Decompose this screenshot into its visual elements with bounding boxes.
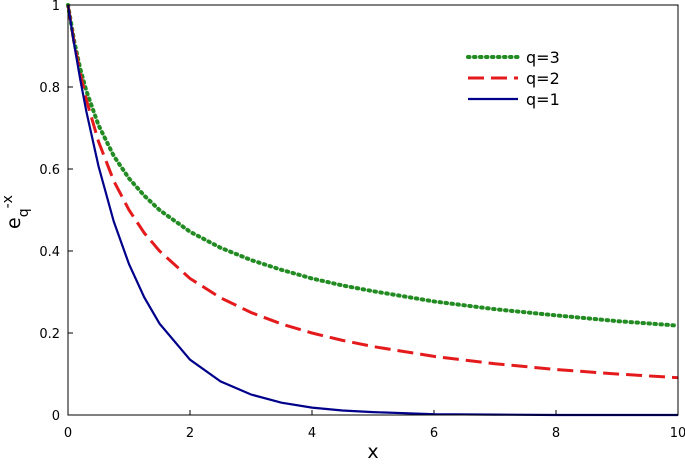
x-tick-label: 6 xyxy=(430,426,438,441)
legend-label: q=1 xyxy=(526,90,560,109)
x-axis-label: x xyxy=(367,441,378,463)
y-tick-label: 0.6 xyxy=(39,163,60,178)
y-label-base: e xyxy=(3,217,25,229)
y-label-subscript: q xyxy=(16,208,32,217)
y-label-superscript: -x xyxy=(0,195,16,208)
series-line xyxy=(66,4,678,417)
legend-label: q=3 xyxy=(526,48,560,67)
x-tick-label: 8 xyxy=(552,426,560,441)
y-tick-label: 0.4 xyxy=(39,245,60,260)
y-axis-label: eq-x xyxy=(0,195,32,229)
y-tick-label: 0 xyxy=(52,409,60,424)
series-line xyxy=(66,4,679,380)
y-tick-label: 0.8 xyxy=(39,81,60,96)
x-tick-label: 0 xyxy=(64,426,72,441)
series-line xyxy=(66,3,680,328)
x-tick-label: 2 xyxy=(186,426,194,441)
legend-label: q=2 xyxy=(526,69,560,88)
x-tick-label: 4 xyxy=(308,426,316,441)
x-tick-label: 10 xyxy=(670,426,685,441)
plot-frame xyxy=(67,4,679,416)
y-tick-label: 1 xyxy=(52,0,60,14)
y-tick-label: 0.2 xyxy=(39,327,60,342)
